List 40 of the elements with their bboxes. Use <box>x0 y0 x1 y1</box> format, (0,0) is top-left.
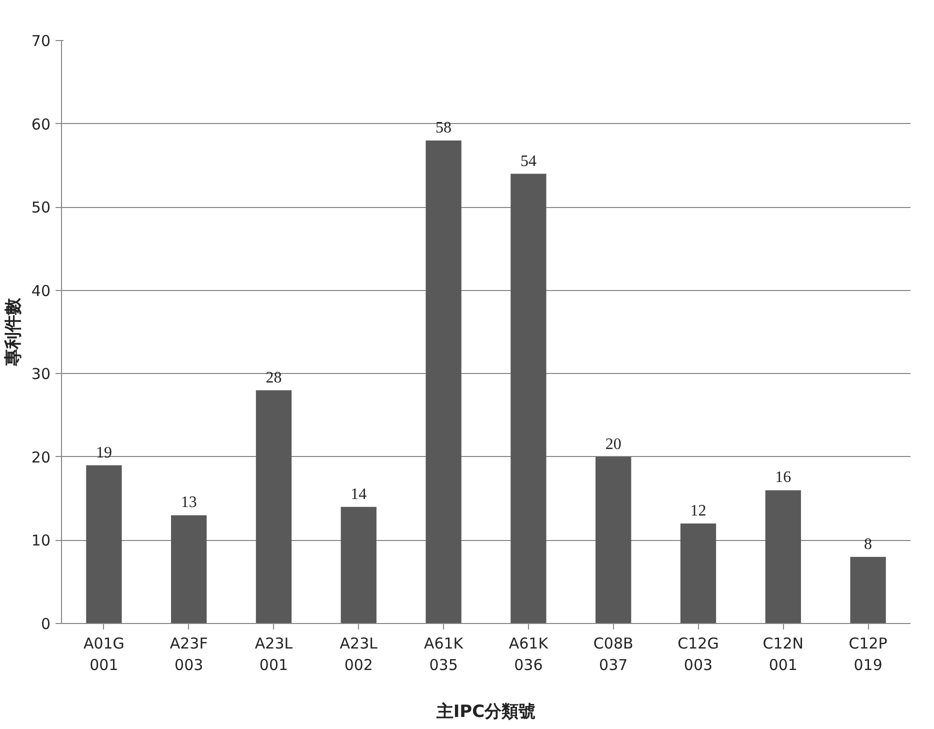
data-label: 54 <box>520 152 536 170</box>
x-tick-label: A61K 035 <box>424 634 464 674</box>
x-tick-label: A23L 002 <box>340 634 378 674</box>
data-label: 14 <box>350 486 367 503</box>
x-tick-label: C12P 019 <box>848 634 888 674</box>
y-tick-label: 0 <box>40 615 51 633</box>
data-label: 8 <box>864 536 872 553</box>
x-axis-title: 主IPC分類號 <box>435 702 536 722</box>
x-tick-label: C12N 001 <box>762 634 804 674</box>
y-tick-label: 60 <box>31 115 51 134</box>
y-tick-label: 20 <box>31 448 51 466</box>
x-tick-label: A23F 003 <box>170 634 208 674</box>
data-label: 20 <box>605 436 622 453</box>
bar <box>680 524 716 624</box>
bar <box>340 506 376 624</box>
y-tick-label: 10 <box>31 532 51 550</box>
y-axis-title: 專利件數 <box>3 297 24 367</box>
x-tick-label: C08B 037 <box>593 634 634 674</box>
bar <box>850 556 886 624</box>
bar <box>426 140 462 624</box>
y-tick-label: 70 <box>31 32 51 50</box>
bar <box>765 490 801 624</box>
bar <box>510 174 546 624</box>
bar <box>171 515 207 624</box>
x-tick-label: C12G 003 <box>678 634 719 674</box>
data-label: 12 <box>690 502 706 520</box>
data-label: 13 <box>180 494 197 512</box>
data-label: 28 <box>266 369 282 386</box>
data-label: 58 <box>436 119 452 136</box>
bar <box>256 390 292 624</box>
bar <box>596 456 632 624</box>
x-tick-label: A61K 036 <box>508 634 550 674</box>
data-label: 16 <box>775 469 792 486</box>
y-tick-label: 40 <box>31 282 51 300</box>
y-tick-label: 30 <box>31 365 51 384</box>
y-tick-label: 50 <box>31 198 51 217</box>
data-label: 19 <box>96 444 112 462</box>
x-tick-label: A01G 001 <box>83 634 124 674</box>
bar <box>86 465 122 624</box>
x-tick-label: A23L 001 <box>254 634 294 674</box>
